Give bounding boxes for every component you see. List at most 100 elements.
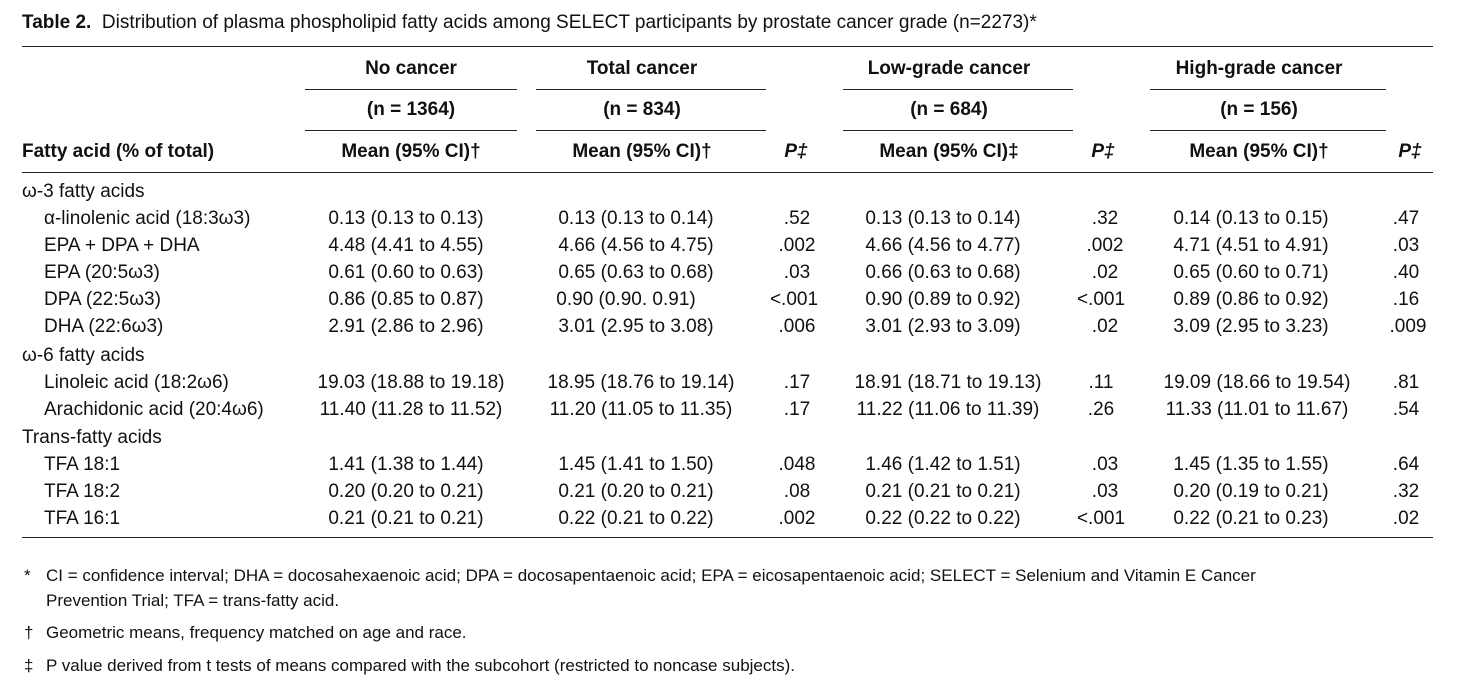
p-total-cancer: .002 xyxy=(778,235,816,256)
p-total-cancer: .048 xyxy=(778,454,816,475)
table-row: EPA (20:5ω3) 0.61 (0.60 to 0.63) 0.65 (0… xyxy=(0,262,1469,289)
p-high-grade: .32 xyxy=(1392,481,1420,502)
group-rule-1 xyxy=(305,89,517,90)
mean-no-cancer: 1.41 (1.38 to 1.44) xyxy=(328,454,484,475)
col-header-mean-4: Mean (95% CI)† xyxy=(1189,141,1329,162)
group-n-total-cancer: (n = 834) xyxy=(603,99,681,120)
p-low-grade: .26 xyxy=(1087,399,1115,420)
fatty-acid-name: DHA (22:6ω3) xyxy=(44,316,164,337)
table-row: DPA (22:5ω3) 0.86 (0.85 to 0.87) 0.90 (0… xyxy=(0,289,1469,316)
p-total-cancer: .17 xyxy=(783,399,811,420)
p-total-cancer: .03 xyxy=(783,262,811,283)
footnote-ci: * CI = confidence interval; DHA = docosah… xyxy=(24,566,1256,586)
table-row: Linoleic acid (18:2ω6) 19.03 (18.88 to 1… xyxy=(0,372,1469,399)
group-n-low-grade: (n = 684) xyxy=(910,99,988,120)
fatty-acid-name: DPA (22:5ω3) xyxy=(44,289,161,310)
n-rule-2 xyxy=(536,130,766,131)
mean-total-cancer: 0.22 (0.21 to 0.22) xyxy=(558,508,714,529)
section-label: ω-3 fatty acids xyxy=(22,181,145,202)
mean-no-cancer: 0.86 (0.85 to 0.87) xyxy=(328,289,484,310)
n-rule-1 xyxy=(305,130,517,131)
mean-low-grade: 11.22 (11.06 to 11.39) xyxy=(856,399,1040,420)
p-low-grade: .03 xyxy=(1091,454,1119,475)
p-low-grade: <.001 xyxy=(1076,508,1126,529)
table-caption: Distribution of plasma phospholipid fatt… xyxy=(101,12,1037,33)
footnote-dagger: † Geometric means, frequency matched on a… xyxy=(24,623,467,643)
mean-total-cancer: 3.01 (2.95 to 3.08) xyxy=(558,316,714,337)
table-title: Table 2. Distribution of plasma phosphol… xyxy=(22,12,1037,34)
n-rule-3 xyxy=(843,130,1073,131)
col-header-p-4: P‡ xyxy=(1398,141,1422,162)
table-row: TFA 18:2 0.20 (0.20 to 0.21) 0.21 (0.20 … xyxy=(0,481,1469,508)
p-total-cancer: .002 xyxy=(778,508,816,529)
mean-high-grade: 0.14 (0.13 to 0.15) xyxy=(1173,208,1329,229)
col-header-mean-3: Mean (95% CI)‡ xyxy=(879,141,1019,162)
mean-no-cancer: 2.91 (2.86 to 2.96) xyxy=(328,316,484,337)
mean-total-cancer: 1.45 (1.41 to 1.50) xyxy=(558,454,714,475)
footnote-mark: ‡ xyxy=(24,656,34,675)
mean-high-grade: 11.33 (11.01 to 11.67) xyxy=(1165,399,1349,420)
mean-low-grade: 0.90 (0.89 to 0.92) xyxy=(865,289,1021,310)
group-header-high-grade: High-grade cancer xyxy=(1175,58,1343,79)
group-header-total-cancer: Total cancer xyxy=(586,58,698,79)
col-header-p-2: P‡ xyxy=(784,141,808,162)
p-high-grade: .16 xyxy=(1392,289,1420,310)
p-low-grade: .02 xyxy=(1091,316,1119,337)
footnote-text: P value derived from t tests of means co… xyxy=(46,656,795,675)
table-row: EPA + DPA + DHA 4.48 (4.41 to 4.55) 4.66… xyxy=(0,235,1469,262)
p-high-grade: .47 xyxy=(1392,208,1420,229)
mean-total-cancer: 4.66 (4.56 to 4.75) xyxy=(558,235,714,256)
mean-total-cancer: 0.90 (0.90. 0.91) xyxy=(556,289,696,310)
p-high-grade: .009 xyxy=(1389,316,1427,337)
table-row: TFA 16:1 0.21 (0.21 to 0.21) 0.22 (0.21 … xyxy=(0,508,1469,535)
p-high-grade: .81 xyxy=(1392,372,1420,393)
col-header-mean-1: Mean (95% CI)† xyxy=(341,141,481,162)
p-high-grade: .40 xyxy=(1392,262,1420,283)
mean-high-grade: 0.20 (0.19 to 0.21) xyxy=(1173,481,1329,502)
mean-no-cancer: 0.13 (0.13 to 0.13) xyxy=(328,208,484,229)
group-n-no-cancer: (n = 1364) xyxy=(366,99,456,120)
col-header-mean-2: Mean (95% CI)† xyxy=(572,141,712,162)
p-low-grade: .02 xyxy=(1091,262,1119,283)
fatty-acid-name: EPA (20:5ω3) xyxy=(44,262,160,283)
mean-high-grade: 0.22 (0.21 to 0.23) xyxy=(1173,508,1329,529)
footnote-mark: * xyxy=(24,566,31,585)
mean-low-grade: 3.01 (2.93 to 3.09) xyxy=(865,316,1021,337)
group-rule-2 xyxy=(536,89,766,90)
footnote-ci-continued: Prevention Trial; TFA = trans-fatty acid… xyxy=(46,591,340,610)
section-label: Trans-fatty acids xyxy=(22,427,162,448)
p-total-cancer: .17 xyxy=(783,372,811,393)
mean-high-grade: 3.09 (2.95 to 3.23) xyxy=(1173,316,1329,337)
mean-total-cancer: 0.65 (0.63 to 0.68) xyxy=(558,262,714,283)
mean-high-grade: 4.71 (4.51 to 4.91) xyxy=(1173,235,1329,256)
bottom-rule xyxy=(22,537,1433,538)
p-high-grade: .54 xyxy=(1392,399,1420,420)
group-header-no-cancer: No cancer xyxy=(365,58,457,79)
group-header-low-grade: Low-grade cancer xyxy=(867,58,1031,79)
fatty-acid-name: TFA 18:2 xyxy=(44,481,121,502)
footnote-mark: † xyxy=(24,623,34,642)
col-header-fatty-acid: Fatty acid (% of total) xyxy=(22,141,215,162)
section-label: ω-6 fatty acids xyxy=(22,345,145,366)
mean-no-cancer: 4.48 (4.41 to 4.55) xyxy=(328,235,484,256)
p-high-grade: .03 xyxy=(1392,235,1420,256)
fatty-acid-name: TFA 16:1 xyxy=(44,508,121,529)
p-total-cancer: <.001 xyxy=(769,289,819,310)
footnote-double-dagger: ‡ P value derived from t tests of means c… xyxy=(24,656,795,676)
table-row: Arachidonic acid (20:4ω6) 11.40 (11.28 t… xyxy=(0,399,1469,426)
table-row: TFA 18:1 1.41 (1.38 to 1.44) 1.45 (1.41 … xyxy=(0,454,1469,481)
mean-no-cancer: 11.40 (11.28 to 11.52) xyxy=(319,399,503,420)
fatty-acid-name: α-linolenic acid (18:3ω3) xyxy=(44,208,251,229)
mean-high-grade: 19.09 (18.66 to 19.54) xyxy=(1163,372,1351,393)
table-row: DHA (22:6ω3) 2.91 (2.86 to 2.96) 3.01 (2… xyxy=(0,316,1469,343)
mean-low-grade: 0.13 (0.13 to 0.14) xyxy=(865,208,1021,229)
fatty-acid-name: Linoleic acid (18:2ω6) xyxy=(44,372,229,393)
fatty-acid-name: Arachidonic acid (20:4ω6) xyxy=(44,399,264,420)
col-header-p-3: P‡ xyxy=(1091,141,1115,162)
n-rule-4 xyxy=(1150,130,1386,131)
mean-high-grade: 0.65 (0.60 to 0.71) xyxy=(1173,262,1329,283)
p-low-grade: <.001 xyxy=(1076,289,1126,310)
p-high-grade: .02 xyxy=(1392,508,1420,529)
mean-no-cancer: 0.20 (0.20 to 0.21) xyxy=(328,481,484,502)
fatty-acid-name: TFA 18:1 xyxy=(44,454,121,475)
